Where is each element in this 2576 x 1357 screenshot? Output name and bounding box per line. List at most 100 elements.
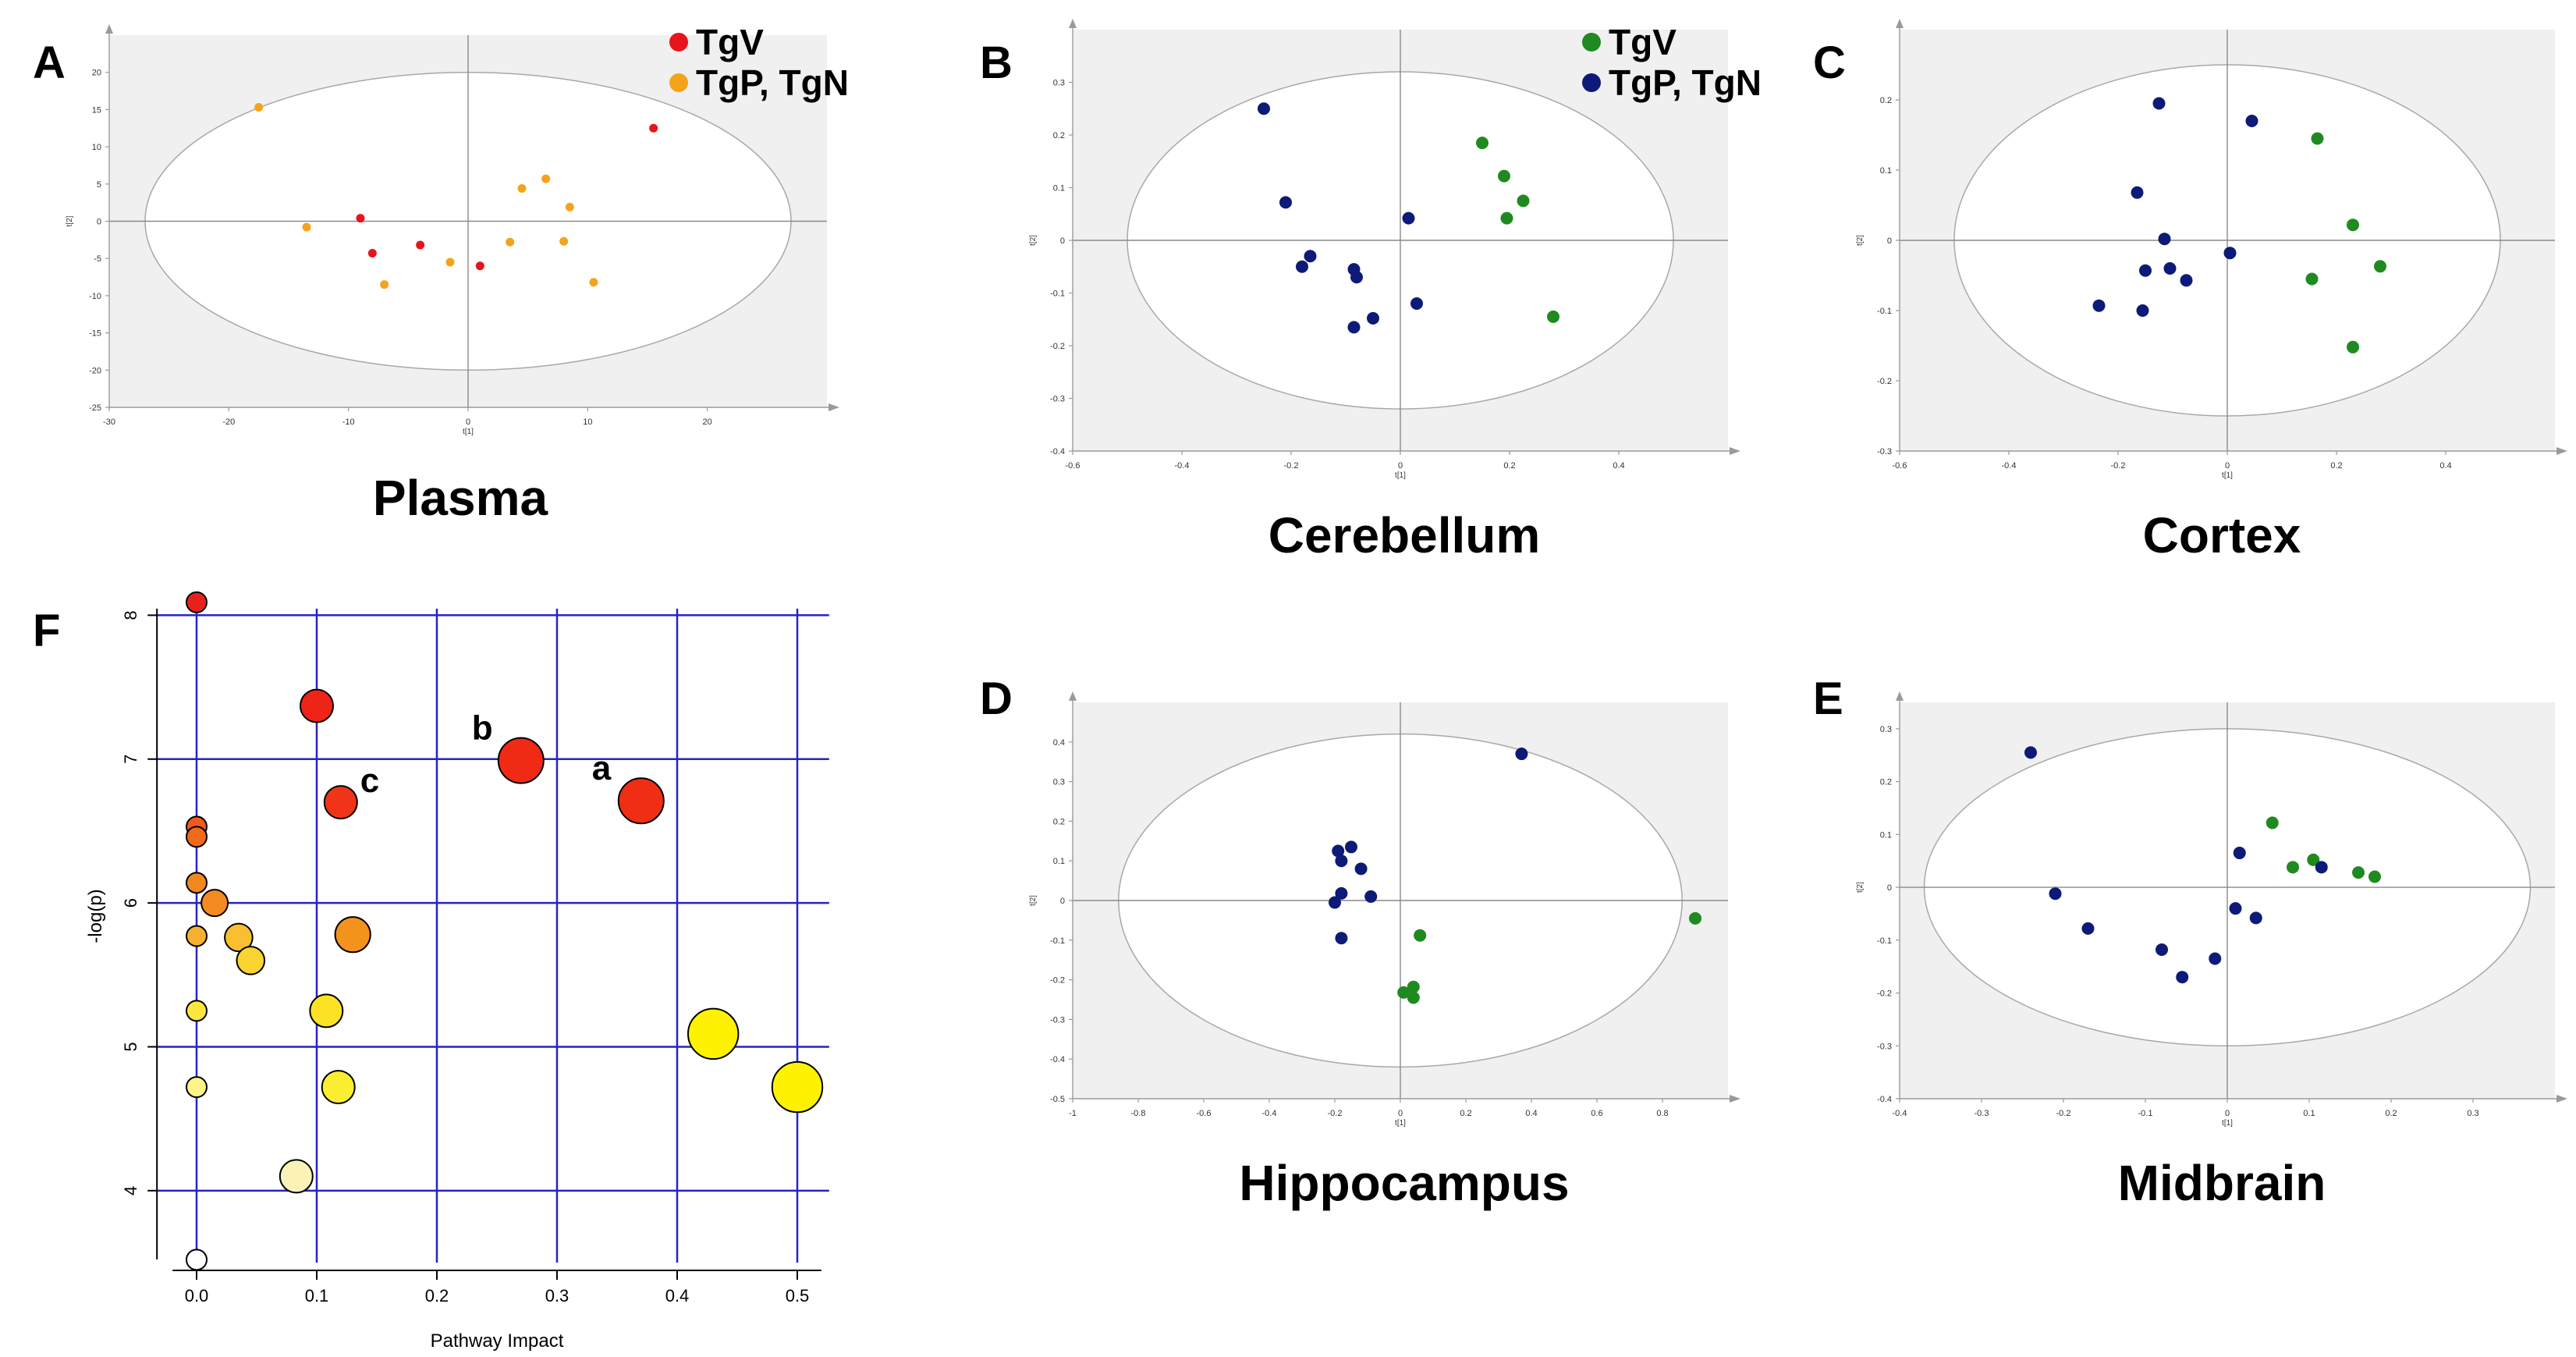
- y-axis-arrow: [1896, 691, 1904, 701]
- x-tick-label: 0.2: [2385, 1109, 2397, 1118]
- x-tick-label: 0.2: [2330, 461, 2342, 471]
- x-tick-label: -0.8: [1131, 1109, 1146, 1118]
- x-tick-label: 0.8: [1656, 1109, 1668, 1118]
- y-tick-label: 0: [1887, 236, 1892, 246]
- x-tick-label: 0.4: [2439, 461, 2451, 471]
- y-tick-label: 8: [121, 610, 140, 620]
- y-tick-label: -0.2: [1050, 342, 1065, 351]
- x-tick-label: 0.3: [2467, 1109, 2478, 1118]
- panel-letter: E: [1813, 673, 1843, 724]
- pathway-bubble: [321, 1070, 356, 1105]
- point-tgp-tgn: [2139, 264, 2152, 277]
- point-tgv: [1414, 929, 1427, 942]
- x-tick-label: 0.1: [305, 1286, 329, 1305]
- legend-label-tgv: TgV: [1609, 22, 1677, 62]
- pathway-bubble: [771, 1060, 824, 1114]
- y-axis-arrow: [1896, 19, 1904, 28]
- x-axis-label: Pathway Impact: [431, 1330, 564, 1352]
- point-tgv: [367, 249, 377, 258]
- point-tgv: [2287, 861, 2299, 874]
- y-tick-label: -0.3: [1050, 1015, 1065, 1025]
- y-tick-label: 0.1: [1880, 166, 1892, 176]
- x-tick-label: -0.2: [2111, 461, 2126, 471]
- pathway-bubble: [200, 889, 229, 918]
- x-tick-label: -0.4: [1175, 461, 1190, 471]
- x-tick-label: -0.2: [2056, 1109, 2071, 1118]
- pathway-bubble: [186, 1076, 208, 1099]
- y-tick-label: -5: [94, 254, 101, 264]
- point-tgp-tgn: [2180, 274, 2193, 287]
- x-tick-label: -20: [222, 417, 235, 427]
- point-tgp-tgn: [2049, 887, 2062, 901]
- x-axis-label: t[1]: [463, 428, 474, 436]
- point-tgp-tgn: [517, 184, 527, 194]
- point-tgp-tgn: [2158, 233, 2171, 246]
- panel-d-hippocampus: -1 -0.8 -0.6 -0.4 -0.2 0 0.2 0.4 0.6 0.8 0.4 0.3 0.2…: [980, 673, 1740, 1211]
- x-axis-arrow: [1730, 447, 1740, 455]
- y-tick-label: -0.4: [1050, 1055, 1065, 1064]
- point-tgp-tgn: [1329, 896, 1341, 909]
- y-axis-arrow: [1069, 691, 1077, 701]
- point-tgp-tgn: [1367, 311, 1379, 325]
- y-tick-label: 4: [121, 1186, 140, 1195]
- x-tick-label: 0.3: [545, 1286, 569, 1305]
- point-tgp-tgn: [2024, 746, 2037, 759]
- panel-title: Midbrain: [2118, 1155, 2326, 1211]
- x-tick-label: -1: [1069, 1109, 1077, 1118]
- pathway-bubble: [687, 1007, 740, 1060]
- point-tgp-tgn: [1279, 196, 1292, 209]
- point-tgv: [2305, 272, 2319, 286]
- y-tick-label: 0.3: [1880, 725, 1892, 734]
- y-tick-label: -20: [89, 366, 101, 375]
- x-tick-label: -0.4: [1893, 1109, 1907, 1118]
- panel-b-cerebellum: -0.6 -0.4 -0.2 0 0.2 0.40.30.20.10-0.1-0.2-0.…: [980, 19, 1762, 563]
- y-tick-label: -0.1: [1050, 936, 1065, 946]
- x-tick-label: -0.4: [1262, 1109, 1277, 1118]
- pathway-bubble: [186, 1249, 208, 1271]
- y-tick-label: -0.2: [1877, 989, 1892, 999]
- legend-marker-tgp-tgn: [669, 73, 688, 92]
- point-tgp-tgn: [254, 103, 264, 112]
- pathway-bubble: [617, 777, 665, 825]
- pathway-bubble: [186, 826, 208, 848]
- point-tgp-tgn: [2092, 299, 2106, 312]
- point-tgv: [2266, 816, 2279, 829]
- point-tgp-tgn: [2081, 922, 2095, 935]
- x-axis-label: t[1]: [1395, 471, 1406, 480]
- x-tick-label: 10: [583, 417, 592, 427]
- point-tgp-tgn: [2156, 943, 2168, 956]
- y-axis-label: t[2]: [1856, 882, 1865, 893]
- x-tick-label: -30: [103, 417, 115, 427]
- x-tick-label: -0.6: [1197, 1109, 1212, 1118]
- x-tick-label: 0.5: [786, 1286, 810, 1305]
- point-tgp-tgn: [1335, 854, 1348, 868]
- point-tgv: [1498, 169, 1510, 183]
- pathway-bubble: [236, 946, 266, 975]
- x-axis-arrow: [2556, 1095, 2567, 1103]
- panel-title: Cortex: [2143, 507, 2301, 563]
- y-tick-label: 0: [1060, 236, 1065, 246]
- x-tick-label: 0.2: [425, 1286, 449, 1305]
- pathway-bubble: [186, 1000, 208, 1022]
- panel-letter: A: [33, 37, 66, 88]
- legend-marker-tgv: [1582, 33, 1601, 52]
- point-tgp-tgn: [1402, 211, 1415, 225]
- point-tgp-tgn: [380, 280, 389, 290]
- pathway-bubble: [323, 785, 358, 820]
- x-axis-label: t[1]: [1395, 1119, 1406, 1128]
- point-tgv: [1689, 911, 1701, 925]
- x-tick-label: -0.1: [2138, 1109, 2153, 1118]
- point-tgv: [1500, 211, 1513, 225]
- point-tgp-tgn: [1345, 840, 1357, 854]
- x-axis-arrow: [2556, 447, 2567, 455]
- point-tgv: [1397, 986, 1410, 999]
- x-tick-label: 0.4: [665, 1286, 690, 1305]
- x-tick-label: 0.2: [1503, 461, 1515, 471]
- x-tick-label: -10: [342, 417, 355, 427]
- x-tick-label: 0: [1398, 1109, 1403, 1118]
- point-tgv: [416, 240, 425, 250]
- x-tick-label: -0.6: [1066, 461, 1080, 471]
- pathway-bubble: [186, 591, 208, 613]
- point-tgp-tgn: [1515, 748, 1528, 761]
